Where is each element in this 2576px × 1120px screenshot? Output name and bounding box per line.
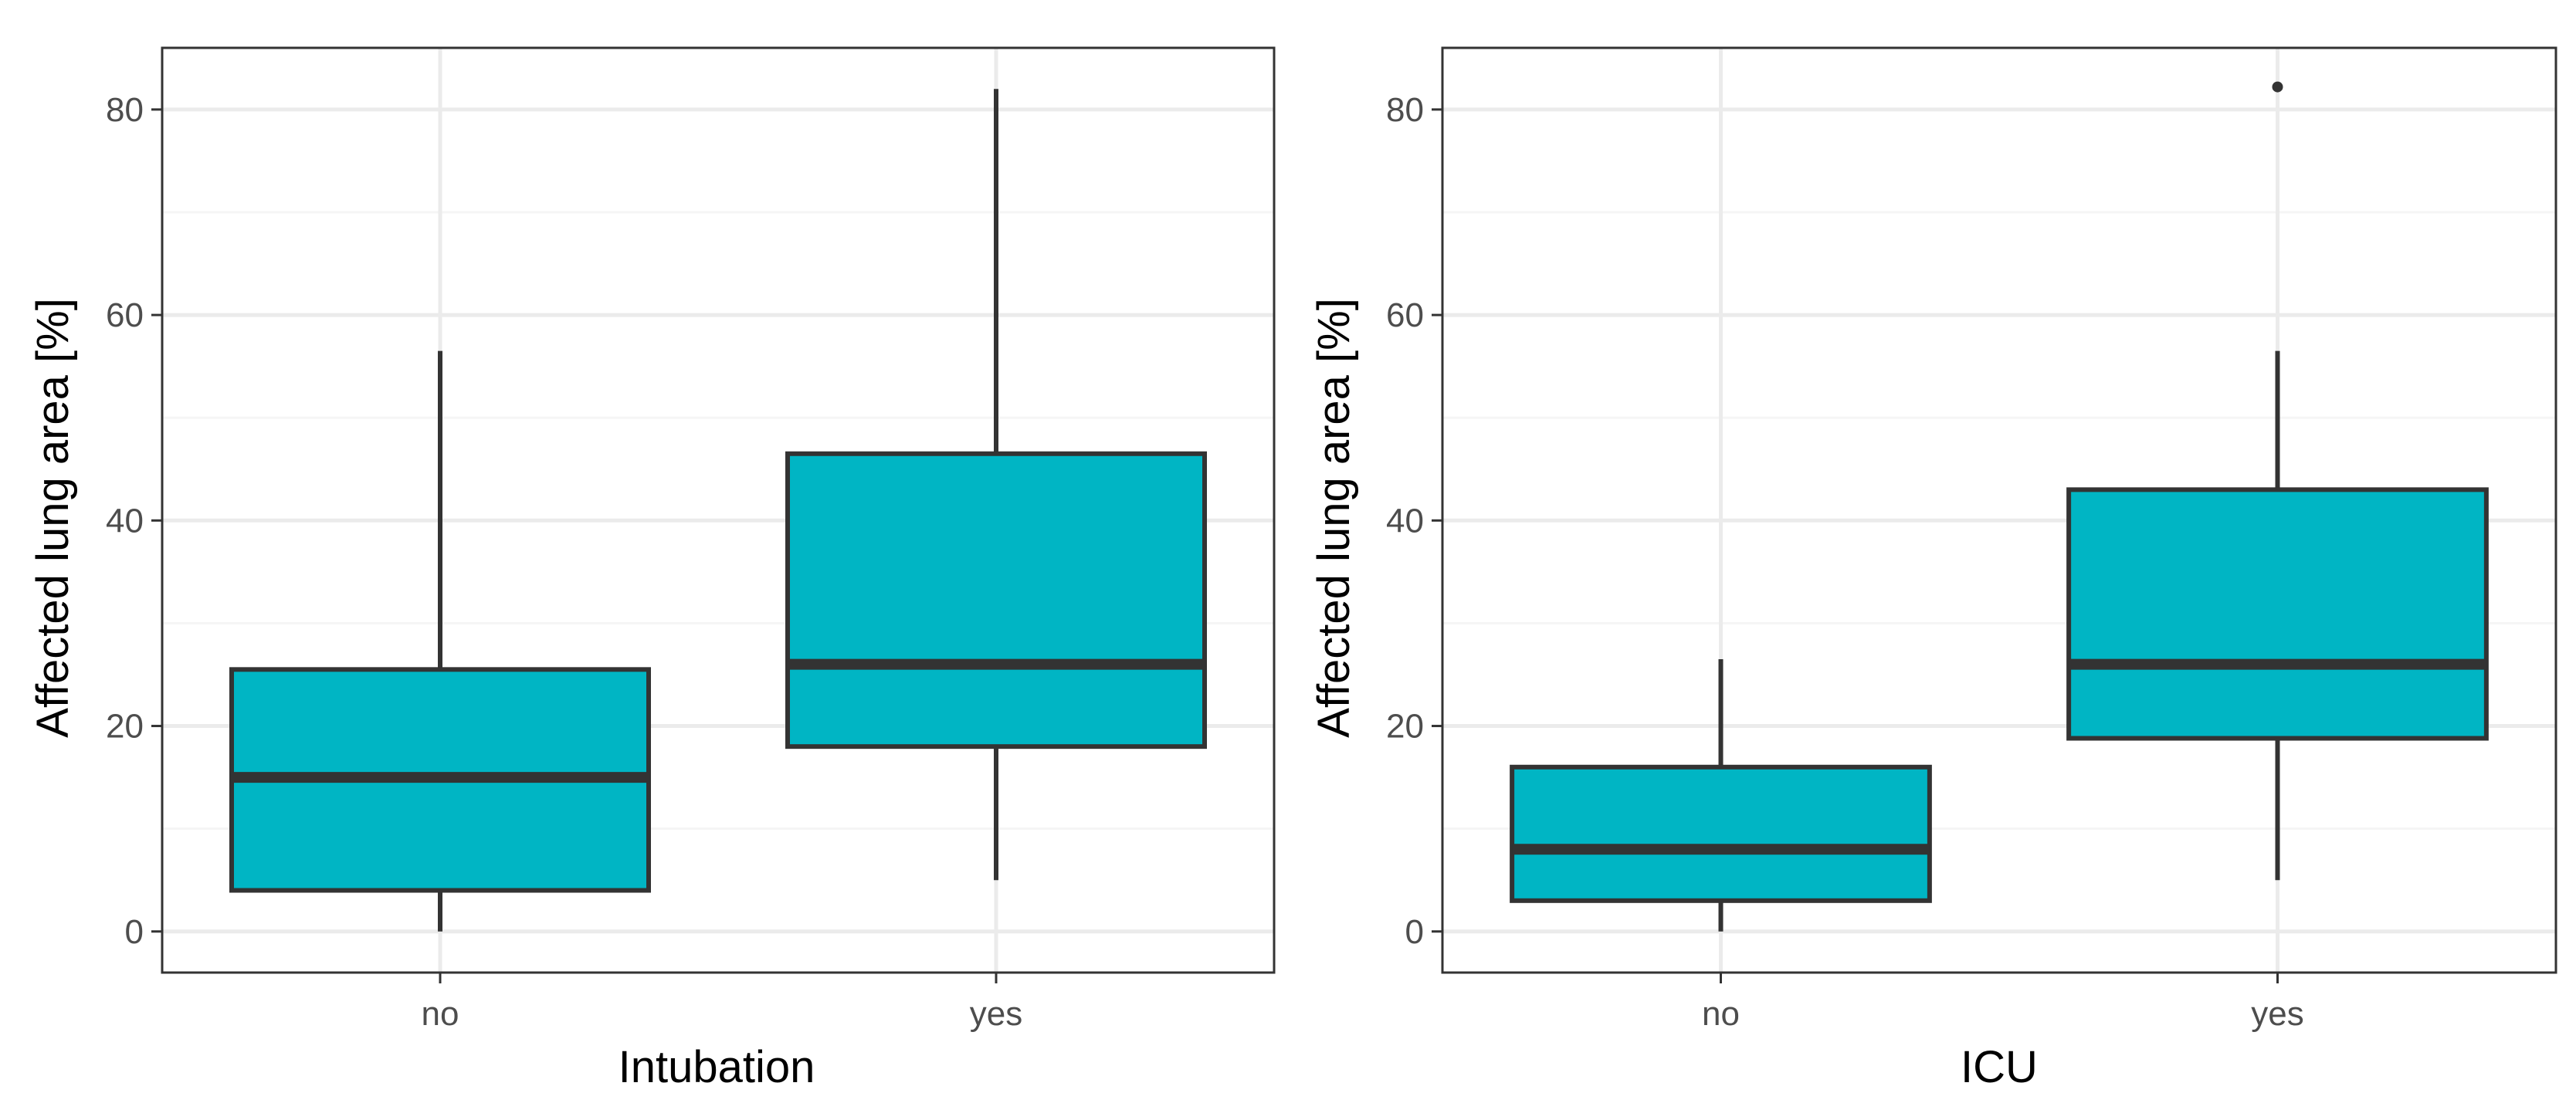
- box-yes: [785, 89, 1207, 881]
- x-tick-label: no: [422, 995, 459, 1033]
- y-tick-label: 60: [106, 296, 144, 334]
- plot-area: 0 20 40 60 80 no yes: [1386, 46, 2557, 1033]
- x-axis-title: ICU: [1961, 1042, 2038, 1092]
- x-axis-title: Intubation: [619, 1042, 815, 1092]
- box-no: [1510, 659, 1932, 932]
- y-axis-title: Affected lung area [%]: [1309, 298, 1359, 738]
- panel-icu: 0 20 40 60 80 no yes ICU Affected lung area [%…: [1309, 46, 2557, 1092]
- panel-intubation: 0 20 40 60 80 no yes Intubation Affected lung …: [28, 46, 1276, 1092]
- plot-area: 0 20 40 60 80 no yes: [106, 46, 1276, 1033]
- outlier-point: [2272, 81, 2283, 93]
- x-tick-label: no: [1702, 995, 1740, 1033]
- y-tick-label: 40: [1386, 502, 1424, 540]
- y-tick-label: 60: [1386, 296, 1424, 334]
- box-no: [229, 350, 651, 932]
- iqr-box: [2066, 487, 2489, 741]
- x-tick-label: yes: [970, 995, 1022, 1033]
- box-yes: [2066, 81, 2489, 881]
- y-tick-label: 20: [1386, 708, 1424, 746]
- y-tick-label: 80: [1386, 91, 1424, 129]
- panel-border: [161, 46, 1276, 974]
- panel-border: [1441, 46, 2557, 974]
- y-tick-label: 0: [125, 913, 144, 951]
- iqr-box: [1510, 764, 1932, 903]
- y-axis-title: Affected lung area [%]: [28, 298, 78, 738]
- y-tick-label: 0: [1405, 913, 1424, 951]
- x-tick-label: yes: [2251, 995, 2303, 1033]
- iqr-box: [785, 451, 1207, 749]
- y-tick-label: 80: [106, 91, 144, 129]
- y-tick-label: 20: [106, 708, 144, 746]
- y-tick-label: 40: [106, 502, 144, 540]
